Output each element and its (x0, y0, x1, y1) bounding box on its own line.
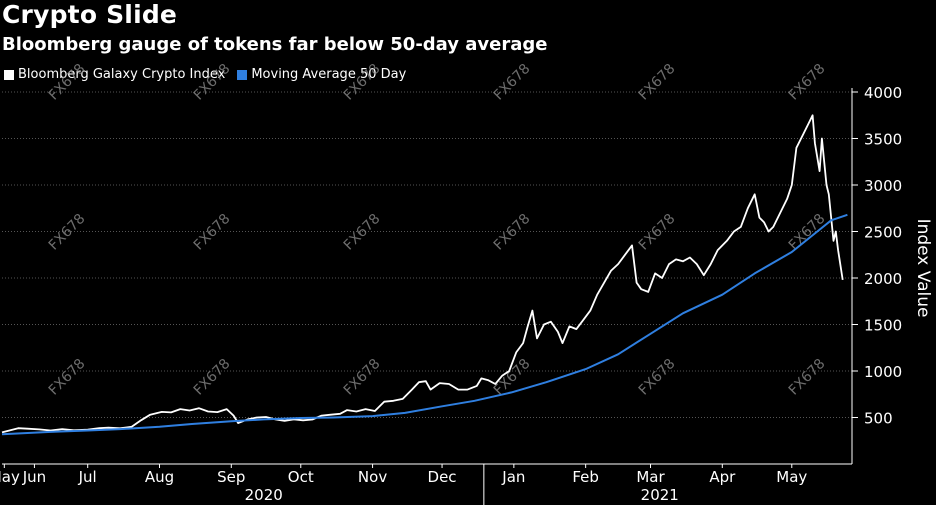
watermark-16: FX678 (636, 356, 679, 399)
y-axis-title: Index Value (913, 219, 933, 318)
legend-swatch-ma (237, 69, 248, 80)
y-tick-label-2000: 2000 (864, 270, 902, 288)
x-tick-label-jun: Jun (22, 468, 46, 486)
watermark-4: FX678 (636, 61, 679, 104)
y-tick-label-3500: 3500 (864, 131, 902, 149)
chart-title: Crypto Slide (2, 0, 178, 29)
chart-subtitle: Bloomberg gauge of tokens far below 50-d… (2, 34, 548, 55)
x-tick-label-aug: Aug (145, 468, 174, 486)
legend-item-index: Bloomberg Galaxy Crypto Index (4, 67, 225, 82)
x-tick-label-nov: Nov (358, 468, 387, 486)
x-tick-label-feb: Feb (572, 468, 599, 486)
legend-label-index: Bloomberg Galaxy Crypto Index (18, 67, 226, 82)
legend-swatch-index (4, 69, 14, 80)
x-tick-label-may: May (0, 468, 20, 486)
year-label-2021: 2021 (641, 486, 679, 504)
watermark-1: FX678 (191, 61, 234, 104)
watermark-12: FX678 (46, 356, 89, 399)
legend-item-ma: Moving Average 50 Day (237, 67, 406, 82)
watermark-0: FX678 (46, 61, 89, 104)
x-tick-label-may: May (776, 468, 807, 486)
watermark-8: FX678 (341, 211, 384, 254)
watermark-17: FX678 (786, 356, 829, 399)
series-line-index (1, 114, 844, 434)
y-tick-label-500: 500 (864, 410, 893, 428)
y-tick-label-3000: 3000 (864, 177, 902, 195)
watermark-10: FX678 (636, 211, 679, 254)
watermark-2: FX678 (341, 61, 384, 104)
x-tick-label-apr: Apr (709, 468, 736, 486)
y-tick-label-1500: 1500 (864, 317, 902, 335)
watermark-14: FX678 (341, 356, 384, 399)
year-label-2020: 2020 (245, 486, 283, 504)
y-tick-label-1000: 1000 (864, 363, 902, 381)
watermark-13: FX678 (191, 356, 234, 399)
watermark-6: FX678 (46, 211, 89, 254)
watermark-11: FX678 (786, 211, 829, 254)
x-tick-label-jan: Jan (501, 468, 525, 486)
x-tick-label-dec: Dec (428, 468, 457, 486)
watermark-3: FX678 (491, 61, 534, 104)
watermark-7: FX678 (191, 211, 234, 254)
y-tick-label-4000: 4000 (864, 84, 902, 102)
x-tick-label-mar: Mar (636, 468, 665, 486)
y-tick-label-2500: 2500 (864, 224, 902, 242)
legend-label-ma: Moving Average 50 Day (251, 67, 407, 82)
x-tick-label-oct: Oct (288, 468, 314, 486)
watermark-9: FX678 (491, 211, 534, 254)
x-tick-label-sep: Sep (217, 468, 245, 486)
x-tick-label-jul: Jul (78, 468, 97, 486)
legend: Bloomberg Galaxy Crypto Index Moving Ave… (4, 67, 418, 82)
series-line-ma (1, 213, 848, 436)
watermark-5: FX678 (786, 61, 829, 104)
